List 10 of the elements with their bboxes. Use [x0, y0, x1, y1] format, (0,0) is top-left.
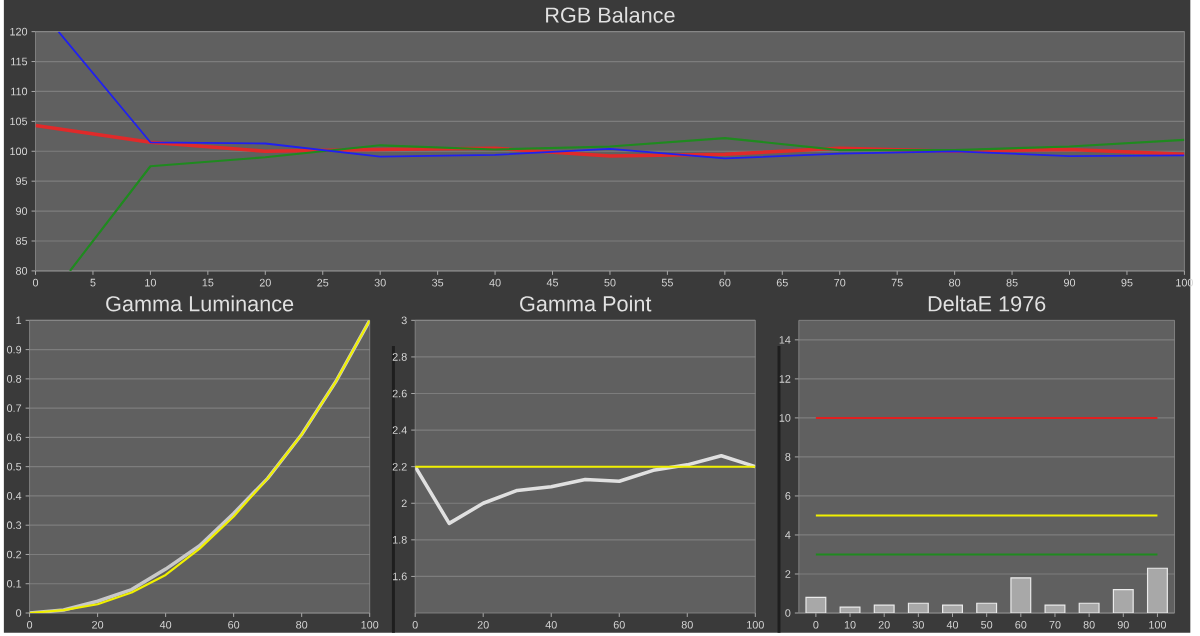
line-series	[68, 137, 1185, 272]
chart-title: DeltaE 1976	[928, 295, 1046, 312]
line-series	[35, 124, 1185, 159]
bar	[1146, 567, 1168, 614]
chart-title: RGB Balance	[546, 7, 675, 24]
chart-title: Gamma Luminance	[106, 295, 294, 312]
bar	[1113, 589, 1134, 614]
line-series	[415, 454, 756, 526]
chart-title: Gamma Point	[520, 295, 652, 312]
line-series	[57, 32, 1185, 160]
